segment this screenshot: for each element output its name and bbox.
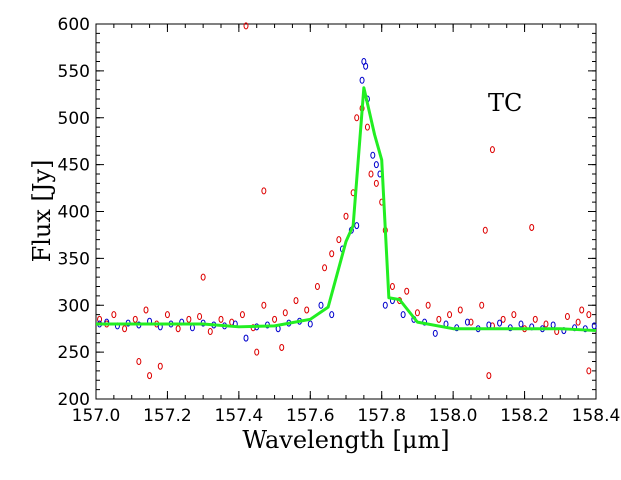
data-point [359, 76, 365, 84]
data-point [200, 273, 206, 281]
data-point [500, 315, 506, 323]
data-point [197, 313, 203, 320]
data-point [282, 309, 288, 317]
data-point [336, 236, 342, 244]
y-tick-label: 400 [58, 203, 90, 223]
data-point [550, 321, 556, 329]
data-point [532, 315, 538, 323]
data-point [575, 318, 581, 326]
data-point [591, 322, 597, 330]
data-point [111, 311, 117, 319]
data-point [314, 283, 320, 290]
data-point [254, 348, 260, 356]
data-point [414, 309, 420, 317]
data-point [486, 372, 492, 380]
data-point [157, 362, 163, 370]
axis-ticks: 157.0 157.2 157.4 157.6 157.8 158.0 158.2 158.4… [58, 15, 621, 426]
fit-line [96, 86, 597, 333]
data-point [432, 329, 438, 337]
data-point [164, 311, 170, 319]
data-point [243, 22, 249, 30]
data-point [464, 318, 470, 326]
x-axis-title: Wavelength [μm] [242, 426, 449, 454]
y-tick-label: 600 [58, 15, 90, 35]
data-point [404, 287, 410, 295]
x-tick-label: 157.2 [143, 406, 192, 426]
data-point [279, 343, 285, 351]
data-point [579, 306, 585, 314]
data-point [564, 313, 570, 320]
data-point [389, 283, 395, 290]
y-tick-label: 500 [58, 109, 90, 129]
data-point [529, 223, 535, 231]
y-tick-label: 550 [58, 62, 90, 82]
data-point [343, 212, 349, 220]
data-point [511, 311, 517, 319]
y-tick-label: 350 [58, 249, 90, 269]
data-point [363, 62, 369, 70]
data-point [586, 311, 592, 319]
data-point [261, 187, 267, 195]
data-point [425, 301, 431, 309]
y-axis-title: Flux [Jy] [28, 160, 56, 263]
data-point [382, 301, 388, 309]
data-point [364, 123, 370, 131]
data-point [373, 179, 379, 187]
data-point [243, 334, 249, 342]
data-point [186, 315, 192, 323]
data-point [122, 325, 128, 333]
data-point [497, 319, 503, 327]
data-marks [96, 22, 597, 380]
x-tick-label: 158.2 [500, 406, 549, 426]
data-point [143, 306, 149, 314]
data-point [147, 372, 153, 380]
plot-frame [95, 23, 597, 400]
data-point [175, 325, 181, 333]
data-point [482, 226, 488, 234]
annotation-label: TC [488, 89, 522, 117]
y-tick-label: 250 [58, 343, 90, 363]
data-point [436, 315, 442, 323]
data-point [293, 297, 299, 305]
data-point [543, 320, 549, 328]
data-point [136, 358, 142, 365]
data-point [354, 114, 360, 122]
data-point [518, 320, 524, 328]
x-tick-label: 158.0 [429, 406, 478, 426]
x-tick-label: 157.6 [286, 406, 335, 426]
data-point [318, 301, 324, 309]
data-point [447, 311, 453, 319]
x-tick-label: 157.4 [215, 406, 264, 426]
data-point [261, 301, 267, 309]
data-point [307, 320, 313, 328]
y-tick-label: 200 [58, 390, 90, 410]
data-point [489, 146, 495, 154]
data-point [97, 315, 103, 323]
data-point [189, 324, 195, 332]
x-tick-label: 157.8 [357, 406, 406, 426]
y-tick-label: 450 [58, 156, 90, 176]
data-point [239, 311, 245, 319]
data-point [218, 315, 224, 323]
data-point [373, 161, 379, 169]
data-point [400, 311, 406, 319]
x-tick-label: 158.4 [572, 406, 621, 426]
y-tick-label: 300 [58, 296, 90, 316]
data-point [304, 306, 310, 314]
data-point [272, 315, 278, 323]
data-point [368, 170, 374, 178]
data-point [370, 151, 376, 159]
data-point [329, 250, 335, 258]
data-point [132, 315, 138, 323]
data-point [322, 264, 328, 272]
data-point [586, 367, 592, 375]
data-point [354, 222, 360, 230]
x-tick-label: 157.0 [72, 406, 121, 426]
data-point [207, 328, 213, 335]
data-point [329, 311, 335, 319]
data-point [479, 301, 485, 309]
data-point [457, 306, 463, 314]
